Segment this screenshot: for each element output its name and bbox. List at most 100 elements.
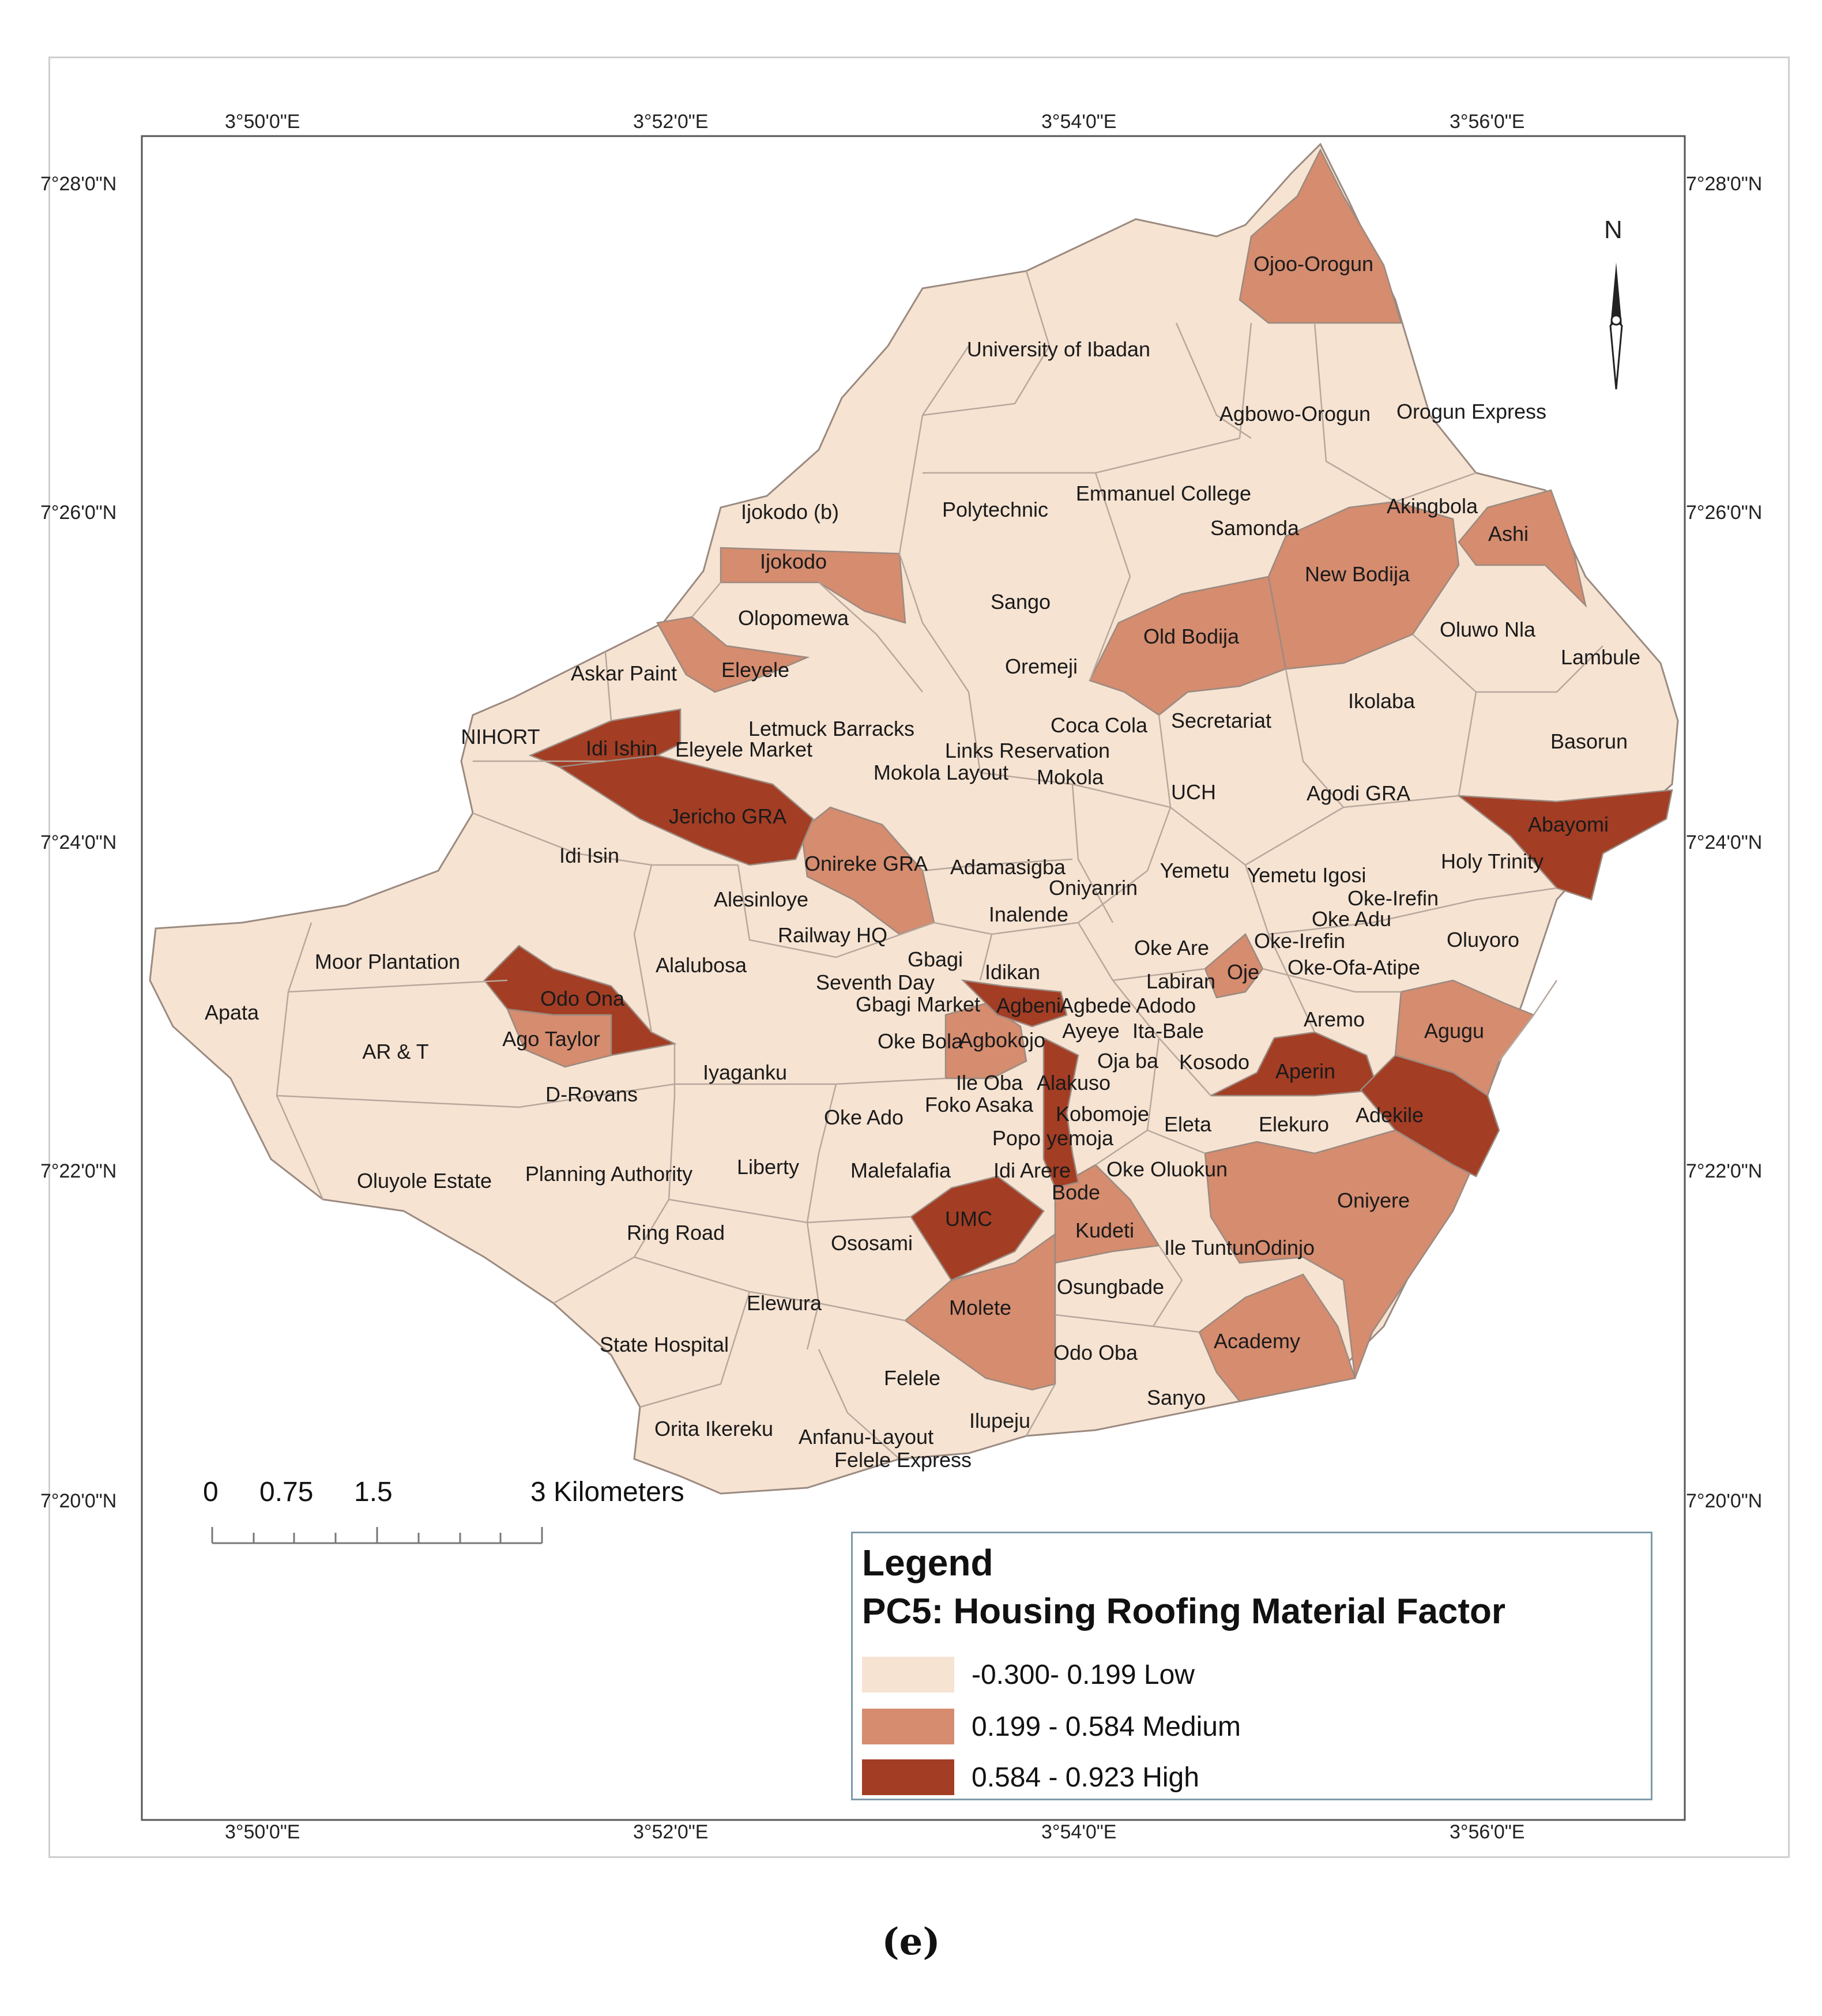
legend-label-high: 0.584 - 0.923 High (972, 1762, 1199, 1793)
place-label: Yemetu Igosi (1247, 863, 1366, 887)
district-boundary-line (1175, 322, 1252, 439)
district-boundary-line (1262, 968, 1401, 993)
district-boundary-line (691, 582, 721, 618)
place-label: UMC (945, 1207, 992, 1231)
place-label: Oke Oluokun (1106, 1157, 1228, 1181)
region-old-bodija (1089, 576, 1287, 716)
scale-bar (211, 1527, 543, 1544)
district-boundary-line (898, 553, 981, 773)
place-label: Ososami (831, 1231, 913, 1255)
legend-title: Legend (862, 1542, 993, 1584)
caption-text: (e) (882, 1920, 940, 1964)
place-label: Eleyele (721, 658, 789, 682)
place-label: Osungbade (1057, 1275, 1164, 1299)
place-label: Askar Paint (571, 661, 677, 685)
lat-label-left-1: 7°28'0"N (40, 173, 117, 195)
lat-label-right-3: 7°24'0"N (1686, 832, 1763, 853)
place-label: Emmanuel College (1076, 482, 1251, 505)
legend-subtitle: PC5: Housing Roofing Material Factor (862, 1592, 1506, 1631)
place-label: Railway HQ (778, 923, 887, 947)
place-label: Alalubosa (656, 953, 747, 977)
place-label: Kobomoje (1056, 1102, 1149, 1126)
district-boundary-line (1412, 634, 1603, 693)
place-label: Adamasigba (950, 855, 1066, 879)
district-boundary-line (472, 812, 738, 866)
place-label: Idikan (985, 960, 1040, 984)
legend-swatch-medium (862, 1709, 954, 1744)
lat-label-left-5: 7°20'0"N (40, 1490, 117, 1512)
place-label: Ijokodo (b) (741, 500, 839, 524)
place-label: Oluwo Nla (1440, 618, 1536, 641)
place-label: D-Rovans (545, 1082, 638, 1106)
place-label: Odinjo (1255, 1236, 1315, 1259)
lat-label-right-1: 7°28'0"N (1686, 173, 1763, 195)
place-label: NIHORT (461, 725, 540, 749)
place-label: Popo yemoja (992, 1126, 1114, 1150)
district-boundary-line (1025, 1383, 1056, 1436)
region-agbeni (961, 979, 1068, 1028)
place-label: Aperin (1275, 1059, 1335, 1083)
place-label: Iyaganku (703, 1060, 787, 1084)
region-oje (1204, 933, 1264, 999)
place-label: Idi Ishin (586, 736, 657, 760)
north-arrow-letter: N (1604, 216, 1623, 244)
place-label: Ilupeju (969, 1409, 1030, 1432)
region-oniyere (1204, 1129, 1477, 1379)
place-label: Elekuro (1259, 1112, 1329, 1136)
district-boundary-line (922, 270, 1051, 416)
lon-label-top-2: 3°52'0"E (633, 111, 709, 133)
district-boundary-line (818, 582, 923, 693)
lat-label-right-5: 7°20'0"N (1686, 1490, 1763, 1512)
region-abayomi (1456, 789, 1673, 901)
region-academy (1198, 1273, 1356, 1402)
scale-label-3km: 3 Kilometers (530, 1477, 684, 1507)
place-label: Mokola Layout (874, 761, 1008, 784)
place-label: Agugu (1424, 1019, 1484, 1043)
region-alakuso (1042, 1036, 1079, 1189)
region-eleyele (656, 616, 810, 693)
district-boundary-line (1313, 322, 1396, 503)
place-label: Bode (1052, 1180, 1100, 1204)
place-label: Ayeye (1062, 1019, 1119, 1043)
place-label: Agbowo-Orogun (1219, 402, 1371, 426)
district-boundary-line (1095, 1129, 1148, 1166)
scale-label-15: 1.5 (354, 1477, 393, 1507)
region-jericho-gra (557, 754, 814, 866)
place-label: Ile Oba (956, 1071, 1023, 1094)
place-label: Abayomi (1528, 813, 1609, 836)
place-label: Oje (1227, 960, 1259, 984)
place-label: Ijokodo (760, 550, 827, 573)
place-label: Agbeni (996, 994, 1061, 1017)
district-boundary-line (1152, 1245, 1183, 1327)
place-label: Oremeji (1005, 655, 1078, 678)
lon-label-top-4: 3°56'0"E (1450, 111, 1525, 133)
district-boundary-line (276, 922, 324, 1200)
place-label: Odo Ona (540, 987, 625, 1010)
lat-label-right-4: 7°22'0"N (1686, 1160, 1763, 1182)
place-label: University of Ibadan (967, 337, 1150, 361)
place-label: Ita-Bale (1132, 1019, 1204, 1043)
district-boundary-line (1267, 934, 1316, 1033)
district-boundary-line (639, 1291, 751, 1408)
district-boundary-line (1089, 472, 1131, 681)
place-label: Links Reservation (945, 739, 1110, 762)
place-label: Oniyanrin (1049, 876, 1138, 900)
place-label: Alesinloye (714, 887, 808, 911)
place-label: Elewura (747, 1291, 822, 1315)
district-boundary-line (633, 864, 653, 1033)
region-aperin (1210, 1031, 1379, 1097)
place-label: Basorun (1550, 729, 1628, 753)
place-label: Adekile (1356, 1103, 1424, 1127)
lon-label-bottom-3: 3°54'0"E (1041, 1821, 1117, 1843)
place-label: Jericho GRA (669, 804, 786, 828)
lat-label-right-2: 7°26'0"N (1686, 502, 1763, 524)
place-label: Foko Asaka (925, 1093, 1034, 1116)
district-boundary-line (1071, 784, 1114, 923)
lat-label-left-4: 7°22'0"N (40, 1160, 117, 1182)
map-inner-frame (141, 135, 1686, 1821)
place-label: Oke-Ofa-Atipe (1288, 956, 1420, 979)
place-label: Alakuso (1037, 1071, 1110, 1094)
district-boundary-line (922, 858, 1073, 872)
region-adekile (1360, 1054, 1500, 1178)
